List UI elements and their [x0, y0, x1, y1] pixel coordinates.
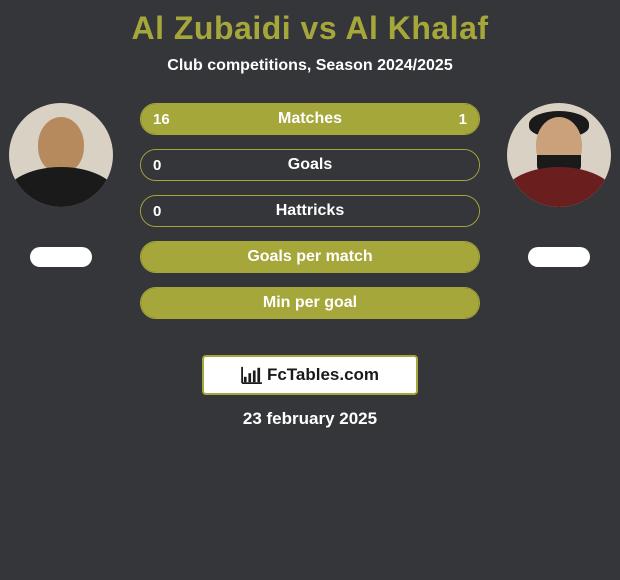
- player-left-flag: [30, 247, 92, 267]
- stat-row: 161Matches: [140, 103, 480, 135]
- stat-row: Goals per match: [140, 241, 480, 273]
- player-left-avatar: [9, 103, 113, 207]
- title: Al Zubaidi vs Al Khalaf: [0, 10, 620, 47]
- stat-label: Goals per match: [141, 242, 479, 272]
- comparison-body: 161Matches 0Goals 0Hattricks Goals per matc…: [0, 103, 620, 343]
- stat-bars: 161Matches 0Goals 0Hattricks Goals per matc…: [140, 103, 480, 333]
- source-logo-text: FcTables.com: [267, 365, 379, 385]
- stat-label: Matches: [141, 104, 479, 134]
- player-right-flag: [528, 247, 590, 267]
- stat-label: Min per goal: [141, 288, 479, 318]
- stat-label: Goals: [141, 150, 479, 180]
- chart-icon: [241, 366, 263, 384]
- comparison-card: Al Zubaidi vs Al Khalaf Club competition…: [0, 0, 620, 429]
- stat-label: Hattricks: [141, 196, 479, 226]
- date: 23 february 2025: [0, 409, 620, 429]
- stat-row: 0Goals: [140, 149, 480, 181]
- player-right-column: [504, 103, 614, 267]
- player-left-column: [6, 103, 116, 267]
- subtitle: Club competitions, Season 2024/2025: [0, 57, 620, 75]
- player-right-avatar: [507, 103, 611, 207]
- stat-row: 0Hattricks: [140, 195, 480, 227]
- source-logo: FcTables.com: [202, 355, 418, 395]
- stat-row: Min per goal: [140, 287, 480, 319]
